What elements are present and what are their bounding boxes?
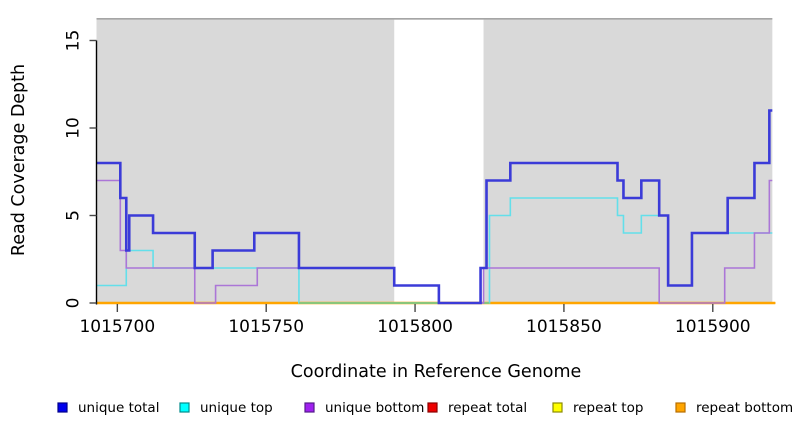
y-tick-label: 15 [64,30,84,52]
x-tick-label: 1015900 [675,317,751,337]
x-tick-label: 1015800 [377,317,453,337]
x-tick-label: 1015700 [79,317,155,337]
y-tick-label: 0 [64,298,84,309]
series-unique-total-line [96,109,773,305]
series-layer [96,109,776,305]
legend-swatch-repeat-bottom [675,402,686,413]
masked-region-layer [96,17,773,303]
legend-label-repeat-total: repeat total [448,400,527,416]
x-axis-title: Coordinate in Reference Genome [291,362,582,382]
unmasked-gap [394,19,484,302]
axes-layer: 0 5 10 15 1015700 1015750 1015800 1015850 101590… [64,30,751,337]
legend-swatch-repeat-total [427,402,438,413]
legend-swatch-repeat-top [552,402,563,413]
legend-label-unique-top: unique top [200,400,273,416]
x-tick-label: 1015750 [228,317,304,337]
legend-label-unique-total: unique total [78,400,159,416]
x-tick-label: 1015850 [526,317,602,337]
y-axis-title: Read Coverage Depth [9,64,29,256]
y-tick-label: 10 [64,117,84,139]
y-tick-label: 5 [64,210,84,221]
legend-label-repeat-bottom: repeat bottom [696,400,792,416]
legend-swatch-unique-bottom [304,402,315,413]
legend-label-unique-bottom: unique bottom [325,400,424,416]
legend-swatch-unique-total [57,402,68,413]
legend: unique total unique top unique bottom repea… [57,400,792,416]
legend-label-repeat-top: repeat top [573,400,643,416]
legend-swatch-unique-top [179,402,190,413]
